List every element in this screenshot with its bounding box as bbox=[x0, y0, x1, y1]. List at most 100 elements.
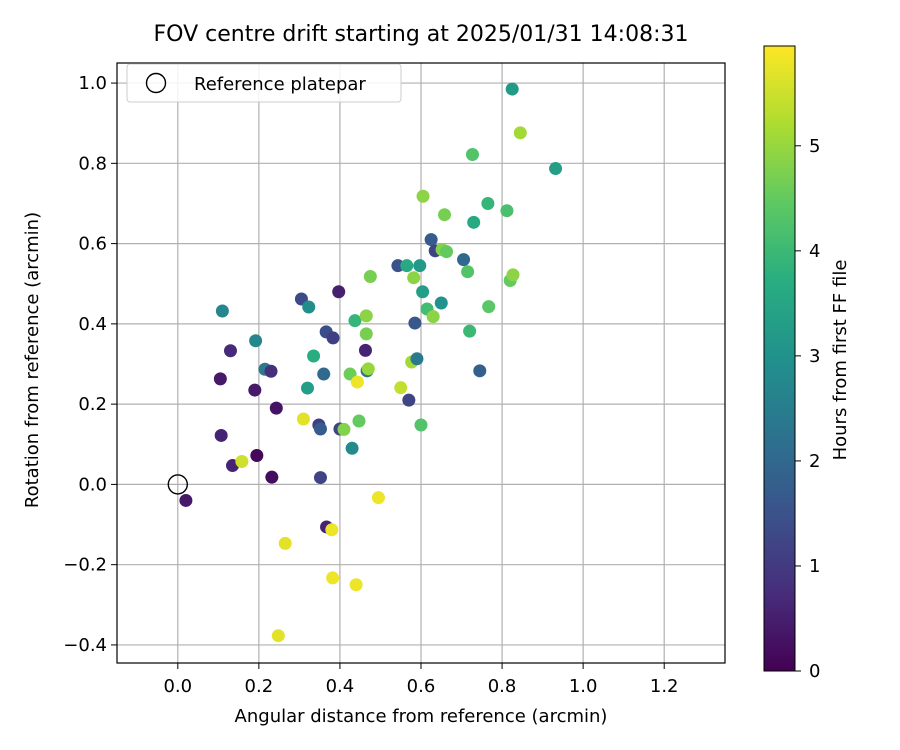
reference-platepar-marker bbox=[167, 474, 189, 495]
data-point bbox=[358, 343, 372, 357]
legend-box bbox=[126, 63, 402, 103]
data-point bbox=[278, 536, 292, 550]
y-tick-label: 0.0 bbox=[78, 474, 107, 495]
data-point bbox=[407, 271, 421, 285]
data-point bbox=[249, 334, 263, 348]
data-point bbox=[264, 364, 278, 378]
x-tick-label: 0.6 bbox=[407, 676, 436, 697]
data-point bbox=[317, 367, 331, 381]
data-point bbox=[440, 245, 454, 259]
y-tick-label: 1.0 bbox=[78, 73, 107, 94]
axis-ticks: 0.0 0.2 0.4 0.6 0.8 1.0 1.2 −0.4 −0.2 0.0 0.2 0.4 0.… bbox=[63, 73, 678, 697]
data-point bbox=[465, 148, 479, 162]
data-point bbox=[473, 364, 487, 378]
chart-title: FOV centre drift starting at 2025/01/31 … bbox=[154, 22, 689, 47]
legend: Reference platepar bbox=[126, 63, 402, 103]
data-point bbox=[371, 491, 385, 505]
data-point bbox=[296, 412, 310, 426]
x-tick-label: 0.4 bbox=[326, 676, 355, 697]
data-point bbox=[214, 428, 228, 442]
x-tick-label: 1.0 bbox=[569, 676, 598, 697]
data-point bbox=[363, 270, 377, 284]
colorbar-tick-label: 3 bbox=[809, 346, 820, 367]
data-point bbox=[394, 381, 408, 395]
data-point bbox=[223, 344, 237, 358]
data-point bbox=[348, 314, 362, 328]
colorbar-tick-label: 0 bbox=[809, 661, 820, 682]
x-axis-label: Angular distance from reference (arcmin) bbox=[235, 706, 608, 727]
data-point bbox=[235, 455, 249, 469]
data-point bbox=[345, 441, 359, 455]
colorbar-tick-label: 4 bbox=[809, 241, 820, 262]
data-point bbox=[461, 265, 475, 279]
colorbar-tick-label: 1 bbox=[809, 556, 820, 577]
data-point bbox=[505, 82, 519, 96]
data-point bbox=[434, 296, 448, 310]
y-tick-label: −0.2 bbox=[63, 555, 107, 576]
x-tick-label: 0.2 bbox=[245, 676, 274, 697]
data-point bbox=[416, 189, 430, 203]
colorbar-ticks: 0 1 2 3 4 5 bbox=[795, 136, 820, 682]
data-point bbox=[213, 372, 227, 386]
data-point bbox=[467, 215, 481, 229]
data-point bbox=[307, 349, 321, 363]
colorbar-gradient bbox=[763, 45, 796, 672]
data-point bbox=[179, 493, 193, 507]
plot-area-frame bbox=[116, 62, 726, 664]
data-point bbox=[350, 375, 364, 389]
data-point bbox=[408, 316, 422, 330]
data-point bbox=[513, 126, 527, 140]
data-point bbox=[506, 268, 520, 282]
data-point bbox=[457, 253, 471, 267]
data-point bbox=[402, 393, 416, 407]
y-tick-label: 0.6 bbox=[78, 234, 107, 255]
x-tick-label: 1.2 bbox=[650, 676, 679, 697]
data-point bbox=[265, 470, 279, 484]
colorbar-tick-label: 5 bbox=[809, 136, 820, 157]
y-tick-label: 0.4 bbox=[78, 314, 107, 335]
data-point bbox=[326, 571, 340, 585]
data-point bbox=[313, 422, 327, 436]
data-point bbox=[413, 259, 427, 273]
data-point bbox=[313, 471, 327, 485]
data-point bbox=[549, 162, 563, 176]
data-point bbox=[414, 418, 428, 432]
data-point bbox=[361, 362, 375, 376]
data-point bbox=[248, 383, 262, 397]
data-point bbox=[215, 304, 229, 318]
data-point bbox=[416, 285, 430, 299]
colorbar: 0 1 2 3 4 5 Hours from first FF file bbox=[763, 45, 851, 682]
colorbar-label: Hours from first FF file bbox=[830, 260, 851, 461]
data-point bbox=[438, 208, 452, 222]
data-point bbox=[269, 401, 283, 415]
y-tick-label: −0.4 bbox=[63, 635, 107, 656]
data-point bbox=[500, 204, 514, 218]
data-point bbox=[302, 300, 316, 314]
colorbar-tick-label: 2 bbox=[809, 451, 820, 472]
data-point bbox=[463, 324, 477, 338]
x-tick-label: 0.8 bbox=[488, 676, 517, 697]
data-point bbox=[410, 352, 424, 366]
legend-marker-reference bbox=[145, 72, 167, 94]
y-tick-label: 0.8 bbox=[78, 153, 107, 174]
x-tick-label: 0.0 bbox=[163, 676, 192, 697]
data-point bbox=[332, 285, 346, 299]
data-point bbox=[400, 259, 414, 273]
data-point bbox=[301, 381, 315, 395]
data-point bbox=[482, 300, 496, 314]
data-point bbox=[352, 414, 366, 428]
data-point bbox=[424, 233, 438, 247]
data-point bbox=[349, 578, 363, 592]
data-point bbox=[391, 259, 405, 273]
scatter-points bbox=[167, 82, 563, 643]
data-point bbox=[426, 310, 440, 324]
y-axis-label: Rotation from reference (arcmin) bbox=[22, 212, 43, 508]
data-point bbox=[271, 629, 285, 643]
data-point bbox=[326, 331, 340, 345]
data-point bbox=[325, 523, 339, 537]
data-point bbox=[250, 449, 264, 463]
grid bbox=[117, 63, 725, 663]
legend-label-reference: Reference platepar bbox=[194, 74, 366, 95]
data-point bbox=[337, 422, 351, 436]
